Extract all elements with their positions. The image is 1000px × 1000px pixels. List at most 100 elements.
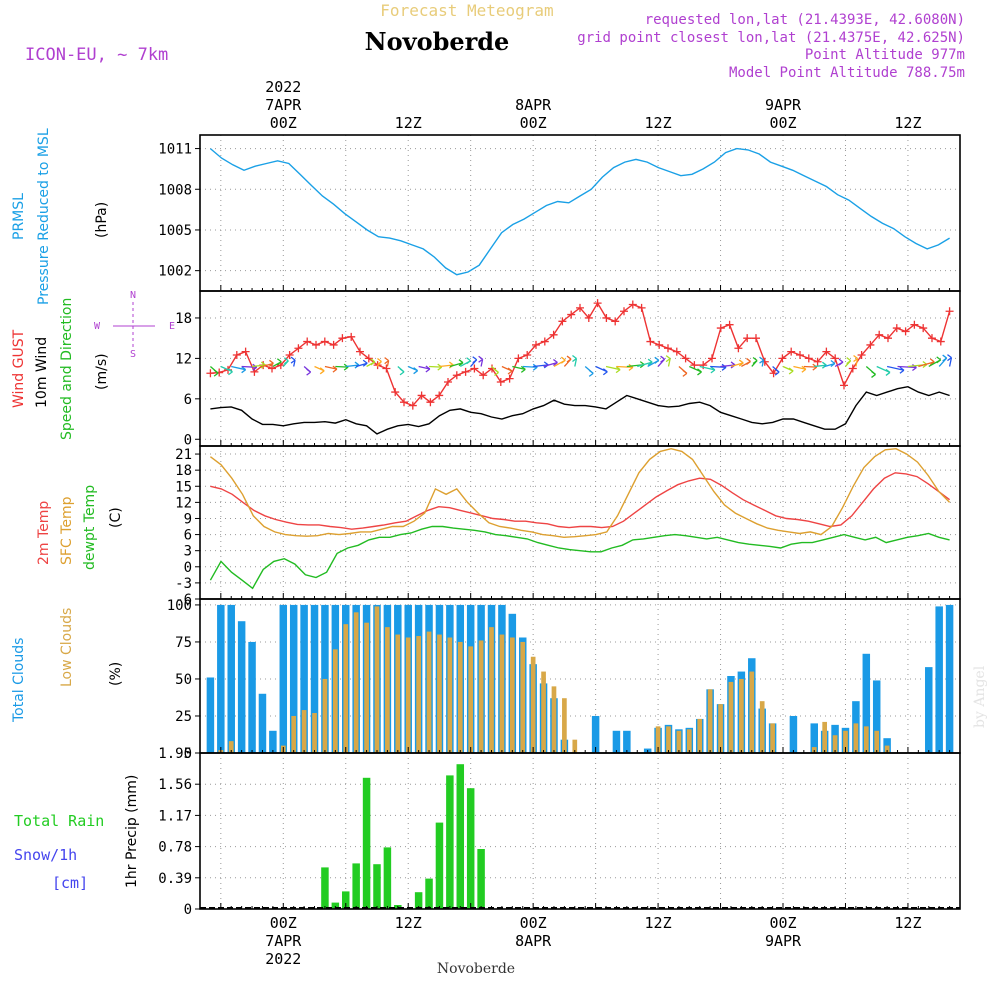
- wind-arrow-head: [425, 365, 431, 373]
- station-title: Novoberde: [365, 27, 510, 56]
- rain-bar: [466, 788, 475, 909]
- ytick-label: 12: [175, 495, 192, 511]
- gust-marker: [391, 388, 400, 397]
- wind-arrow: [386, 360, 390, 367]
- bottom-axis-label: 7APR: [265, 932, 302, 950]
- wind-arrow: [761, 359, 765, 367]
- gust-marker: [919, 324, 928, 333]
- info-line-altitude: Point Altitude 977m: [805, 47, 965, 63]
- gust-marker: [461, 367, 470, 376]
- low_clouds-bar: [426, 631, 432, 753]
- low_clouds-bar: [489, 627, 494, 753]
- pressure-label-1: PRMSL: [11, 193, 27, 240]
- top-axis-label: 8APR: [515, 96, 552, 114]
- low_clouds-bar: [509, 637, 515, 753]
- wind-arrow-head: [710, 366, 716, 374]
- top-axis-label: 2022: [265, 78, 301, 96]
- wind-arrow-head: [738, 359, 744, 367]
- wind-arrow-head: [472, 356, 478, 364]
- wind-unit: (m/s): [94, 353, 110, 390]
- ytick-label: 18: [175, 463, 192, 479]
- low_clouds-bar: [478, 640, 484, 753]
- wind-arrow-head: [654, 356, 660, 364]
- gust-marker: [356, 347, 365, 356]
- wind-line: [210, 385, 950, 435]
- gust-marker: [857, 351, 866, 360]
- rain-bar: [414, 892, 423, 909]
- total_clouds-bar: [289, 604, 298, 753]
- wind-arrow-head: [466, 357, 471, 365]
- compass-w: W: [94, 321, 101, 332]
- info-line-closest: grid point closest lon,lat (21.4375E, 42…: [577, 30, 965, 46]
- total_clouds-bar: [258, 693, 267, 753]
- low_clouds-bar: [655, 726, 661, 753]
- wind-arrow: [793, 365, 806, 370]
- gust-marker: [303, 337, 312, 346]
- wind-arrow-head: [942, 354, 948, 362]
- wind-label-gust: Wind GUST: [11, 329, 27, 408]
- gust-marker: [382, 364, 391, 373]
- gust-marker: [294, 344, 303, 353]
- clouds-panel: 0 25 50 75 100: [167, 598, 961, 762]
- ytick-label: 6: [184, 392, 192, 408]
- total_clouds-bar: [217, 604, 225, 753]
- wind-arrow-head: [846, 357, 852, 365]
- total_clouds-bar: [237, 621, 246, 753]
- wind-arrow-head: [752, 357, 758, 365]
- gust-marker: [787, 347, 796, 356]
- low_clouds-bar: [770, 723, 775, 753]
- gust-marker: [496, 377, 505, 386]
- gust-marker: [637, 303, 646, 312]
- ytick-label: 0: [184, 746, 192, 762]
- wind-arrow-head: [647, 358, 653, 366]
- gust-marker: [646, 337, 655, 346]
- ytick-label: 0: [184, 902, 192, 918]
- gust-marker: [444, 377, 453, 386]
- gust-marker: [320, 337, 329, 346]
- total_clouds-bar: [269, 730, 277, 753]
- low_clouds-bar: [395, 634, 401, 753]
- wind-arrow: [897, 365, 917, 369]
- wind-arrow-head: [947, 354, 952, 362]
- gust-marker: [875, 330, 884, 339]
- wind-arrow-head: [746, 357, 751, 365]
- temp-label-2m: 2m Temp: [36, 501, 52, 565]
- wind-label-10m: 10m Wind: [34, 337, 50, 408]
- low_clouds-bar: [228, 741, 234, 753]
- rain-bar: [352, 863, 360, 909]
- gust-marker: [426, 398, 435, 407]
- wind-arrow-head: [838, 358, 844, 366]
- low_clouds-bar: [728, 681, 734, 753]
- wind-arrow-head: [370, 358, 376, 366]
- rain-bar: [446, 775, 454, 909]
- total_clouds-bar: [227, 604, 235, 753]
- ytick-label: 25: [175, 709, 192, 725]
- gust-marker: [927, 334, 936, 343]
- wind-arrow-head: [871, 370, 876, 378]
- low_clouds-bar: [333, 649, 338, 753]
- gust-marker: [408, 401, 417, 410]
- low_clouds-bar: [322, 678, 328, 753]
- gust-marker: [347, 332, 356, 341]
- low_clouds-bar: [822, 721, 827, 753]
- wind-arrow-head: [362, 359, 368, 367]
- wind-arrow: [918, 361, 935, 368]
- wind-arrow-head: [377, 357, 382, 365]
- low_clouds-bar: [374, 606, 380, 753]
- low_clouds-bar: [832, 735, 838, 753]
- total_clouds-bar: [862, 653, 871, 753]
- low_clouds-bar: [697, 718, 703, 753]
- pressure-labels: PRMSL Pressure Reduced to MSL (hPa): [11, 128, 110, 305]
- wind-arrow-head: [290, 356, 296, 364]
- total_clouds-bar: [206, 677, 215, 753]
- gust-marker: [285, 351, 294, 360]
- clouds-label-total: Total Clouds: [11, 638, 27, 723]
- wind-arrow-head: [399, 368, 405, 376]
- low_clouds-bar: [353, 612, 359, 753]
- ytick-label: 1.56: [158, 777, 192, 793]
- ytick-label: 75: [175, 635, 192, 651]
- wind-arrow: [814, 364, 827, 368]
- gust-marker: [866, 340, 875, 349]
- wind-arrow: [855, 358, 859, 367]
- low_clouds-bar: [666, 726, 671, 753]
